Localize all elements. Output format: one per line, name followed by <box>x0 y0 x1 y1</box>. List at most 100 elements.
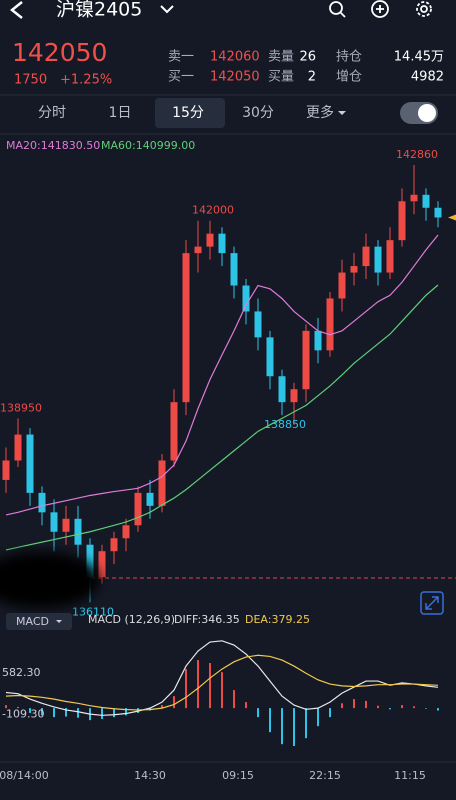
candle-body <box>122 525 130 539</box>
macd-bar <box>401 705 403 709</box>
macd-bar <box>437 708 439 711</box>
quote-cell: 4982 <box>411 70 444 85</box>
macd-bar <box>257 708 259 718</box>
macd-title: MACD <box>16 615 49 628</box>
price-annotation: 142860 <box>396 148 438 161</box>
quote-cell: 增仓 <box>336 70 362 85</box>
price: 142050 <box>12 38 107 67</box>
price-annotation: 136110 <box>72 605 114 618</box>
candle-body <box>326 298 334 351</box>
quote-cell: 142060 <box>210 50 260 65</box>
macd-bar <box>413 706 415 709</box>
tab[interactable]: 30分 <box>242 105 274 121</box>
macd-bar <box>341 703 343 709</box>
macd-bar <box>197 660 199 709</box>
macd-bar <box>353 699 355 709</box>
macd-bar <box>101 708 103 719</box>
settings[interactable] <box>416 1 432 17</box>
macd-bar <box>173 696 175 709</box>
candle-body <box>170 402 178 461</box>
diff-line <box>5 640 439 716</box>
back-button[interactable] <box>9 1 23 19</box>
candle-body <box>338 272 346 299</box>
price-annotation: 138950 <box>0 401 42 414</box>
tab[interactable]: 更多 <box>306 104 334 121</box>
macd-bar <box>17 706 19 709</box>
macd-bar <box>125 708 127 716</box>
candle-body <box>2 460 10 480</box>
macd-tick: -109.30 <box>2 708 44 721</box>
x-label: 08/14:00 <box>0 769 49 782</box>
ma60-line <box>5 284 439 551</box>
x-label: 09:15 <box>222 769 254 782</box>
candle-body <box>14 434 22 461</box>
current-marker <box>448 214 456 221</box>
title: 沪镍2405 <box>56 0 142 21</box>
candle-body <box>242 285 250 312</box>
candle-body <box>278 376 286 403</box>
macd-bar <box>5 705 7 709</box>
expand[interactable] <box>420 591 444 615</box>
candle-body <box>422 194 430 208</box>
candle-body <box>410 194 418 202</box>
macd-bar <box>293 708 295 746</box>
candle-body <box>218 233 226 254</box>
dea-line <box>5 654 439 711</box>
macd-bar <box>53 708 55 718</box>
add[interactable] <box>371 0 389 18</box>
macd-bar <box>269 708 271 733</box>
candle-body <box>86 544 94 578</box>
macd-bar <box>305 708 307 739</box>
macd-bar <box>185 669 187 709</box>
candle-body <box>26 434 34 493</box>
candle-body <box>314 330 322 351</box>
change: 1750 <box>14 73 47 88</box>
macd-bar <box>161 705 163 709</box>
macd-bar <box>113 708 115 718</box>
macd-select[interactable] <box>6 613 72 630</box>
candle-body <box>194 246 202 254</box>
macd-bar <box>389 708 391 710</box>
quote-cell: 持仓 <box>336 50 362 65</box>
x-label: 14:30 <box>134 769 166 782</box>
tab[interactable]: 15分 <box>172 105 204 121</box>
candle-body <box>158 460 166 506</box>
macd-bar <box>377 705 379 709</box>
search[interactable] <box>329 1 343 15</box>
candle-body <box>386 240 394 273</box>
candle-body <box>434 207 442 218</box>
ma20-label: MA20:141830.50 <box>6 139 100 152</box>
macd-bar <box>65 708 67 717</box>
candle-body <box>398 201 406 241</box>
macd-bar <box>329 708 331 718</box>
tab[interactable]: 1日 <box>109 105 132 121</box>
dea-label: DEA:379.25 <box>245 613 310 626</box>
candle-body <box>266 337 274 377</box>
candle-body <box>254 311 262 338</box>
quote-cell: 买一 <box>168 70 194 85</box>
blur-blob <box>0 552 100 608</box>
macd-bar <box>41 708 43 716</box>
quote-cell: 卖一 <box>168 50 194 65</box>
macd-bar <box>425 708 427 709</box>
candle-body <box>50 512 58 532</box>
candle-body <box>230 253 238 286</box>
macd-bar <box>245 702 247 709</box>
candle-body <box>146 492 154 506</box>
toggle-knob <box>418 104 436 122</box>
macd-params: MACD (12,26,9) <box>88 613 175 626</box>
macd-bar <box>221 672 223 709</box>
ma20-line <box>5 234 439 516</box>
macd-bar <box>317 708 319 727</box>
x-label: 11:15 <box>394 769 426 782</box>
dropdown[interactable] <box>160 5 174 14</box>
more-arrow <box>338 111 346 115</box>
macd-bar <box>77 708 79 718</box>
candle-body <box>110 538 118 552</box>
candle-body <box>134 492 142 526</box>
quote-cell: 卖量 <box>268 50 294 65</box>
candle-body <box>290 389 298 403</box>
candle-body <box>206 233 214 247</box>
tab[interactable]: 分时 <box>38 105 66 121</box>
price-annotation: 138850 <box>264 418 306 431</box>
